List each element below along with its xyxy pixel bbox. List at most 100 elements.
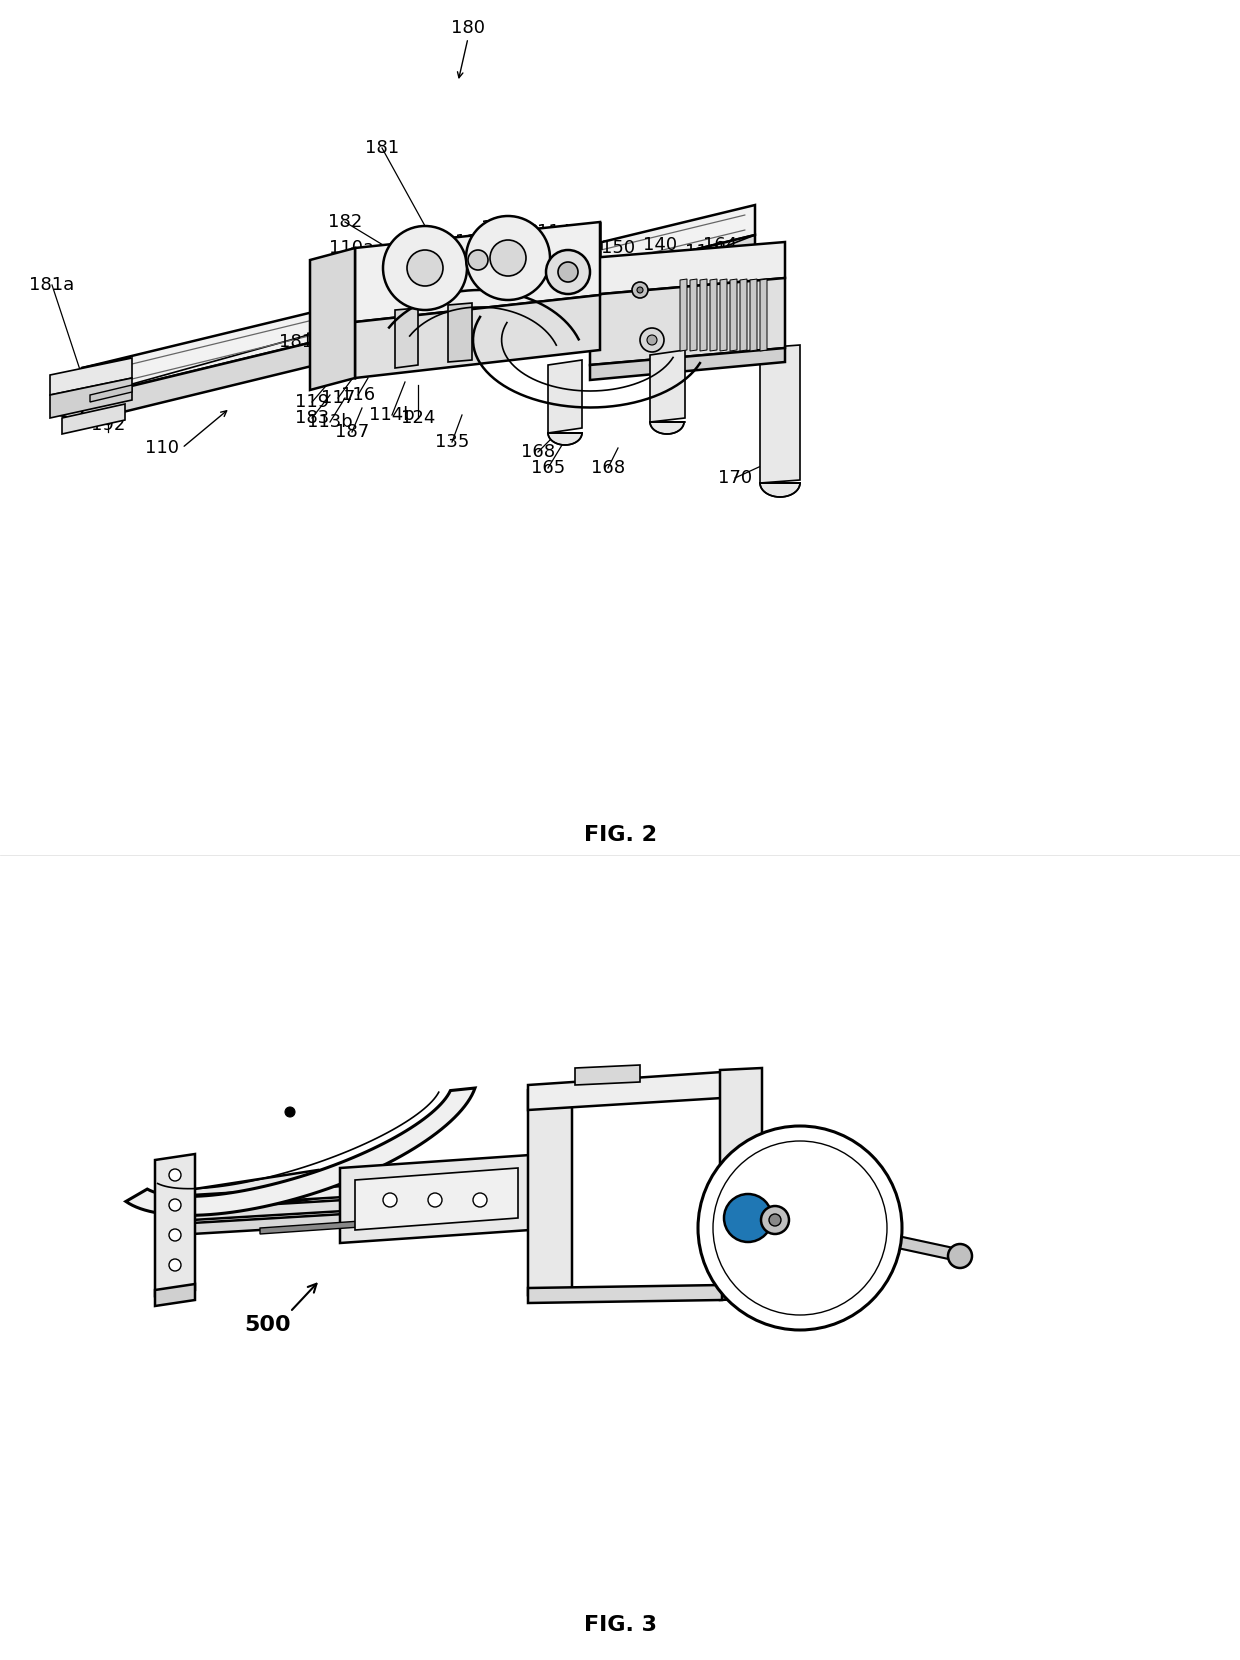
Polygon shape: [192, 1175, 529, 1207]
Polygon shape: [590, 349, 785, 380]
Polygon shape: [720, 1067, 763, 1300]
Circle shape: [698, 1125, 901, 1330]
Circle shape: [472, 1194, 487, 1207]
Polygon shape: [155, 1283, 195, 1306]
Polygon shape: [355, 295, 600, 378]
Polygon shape: [528, 1285, 722, 1303]
Circle shape: [490, 241, 526, 276]
Text: 170: 170: [718, 470, 753, 486]
Polygon shape: [528, 1086, 572, 1295]
Circle shape: [383, 226, 467, 310]
Circle shape: [383, 1194, 397, 1207]
Circle shape: [949, 1243, 972, 1268]
Text: 110b: 110b: [686, 242, 730, 261]
Text: 124: 124: [401, 408, 435, 427]
Text: 119: 119: [295, 393, 329, 412]
Circle shape: [546, 251, 590, 294]
Text: 117: 117: [321, 388, 355, 407]
Polygon shape: [528, 1072, 722, 1111]
Text: 180: 180: [451, 18, 485, 37]
Text: 140: 140: [642, 236, 677, 254]
Text: 181: 181: [365, 139, 399, 158]
Polygon shape: [355, 1169, 518, 1230]
Circle shape: [285, 1107, 295, 1117]
Circle shape: [169, 1258, 181, 1272]
Text: 184: 184: [305, 330, 339, 349]
Circle shape: [466, 216, 551, 300]
Circle shape: [713, 1140, 887, 1315]
Polygon shape: [62, 403, 125, 433]
Text: 113a: 113a: [559, 236, 605, 254]
Polygon shape: [192, 1189, 529, 1220]
Polygon shape: [650, 422, 684, 433]
Polygon shape: [310, 247, 355, 390]
Text: 500: 500: [244, 1315, 291, 1335]
Polygon shape: [575, 1066, 640, 1086]
Polygon shape: [82, 204, 755, 398]
Polygon shape: [548, 360, 582, 433]
Circle shape: [761, 1207, 789, 1233]
Text: 136: 136: [683, 262, 717, 281]
Text: 190: 190: [505, 222, 539, 241]
Circle shape: [169, 1199, 181, 1212]
Polygon shape: [590, 277, 785, 365]
Text: 114a: 114a: [537, 222, 583, 241]
Polygon shape: [396, 309, 418, 369]
Circle shape: [558, 262, 578, 282]
Text: 181b: 181b: [279, 334, 325, 350]
Polygon shape: [590, 242, 785, 295]
Text: 168: 168: [521, 443, 556, 461]
Polygon shape: [689, 279, 697, 350]
Text: 150: 150: [601, 239, 635, 257]
Circle shape: [724, 1194, 773, 1242]
Polygon shape: [91, 385, 131, 402]
Text: 135: 135: [435, 433, 469, 452]
Text: 111: 111: [481, 219, 515, 237]
Polygon shape: [760, 279, 768, 350]
Circle shape: [169, 1228, 181, 1242]
Polygon shape: [340, 1155, 529, 1243]
Text: 181a: 181a: [30, 276, 74, 294]
Text: 187: 187: [335, 423, 370, 442]
Text: 124: 124: [393, 239, 428, 257]
Polygon shape: [188, 1170, 317, 1218]
Text: 116: 116: [341, 387, 374, 403]
Text: 118: 118: [455, 232, 489, 251]
Polygon shape: [126, 1087, 475, 1215]
Circle shape: [769, 1213, 781, 1227]
Polygon shape: [82, 236, 755, 422]
Circle shape: [647, 335, 657, 345]
Text: 164: 164: [703, 236, 737, 254]
Polygon shape: [720, 279, 727, 350]
Polygon shape: [448, 304, 472, 362]
Text: 110: 110: [145, 438, 179, 456]
Polygon shape: [760, 483, 800, 496]
Text: 160: 160: [725, 252, 759, 271]
Text: 165: 165: [531, 460, 565, 476]
Text: 114b: 114b: [370, 407, 415, 423]
Polygon shape: [650, 350, 684, 422]
Polygon shape: [155, 1154, 195, 1296]
Text: FIG. 3: FIG. 3: [584, 1615, 656, 1635]
Polygon shape: [760, 345, 800, 483]
Circle shape: [632, 282, 649, 299]
Polygon shape: [701, 279, 707, 350]
Polygon shape: [548, 433, 582, 445]
Polygon shape: [50, 378, 131, 418]
Text: 182: 182: [327, 212, 362, 231]
Polygon shape: [711, 279, 717, 350]
Circle shape: [169, 1169, 181, 1180]
Polygon shape: [740, 279, 746, 350]
Text: 168: 168: [591, 460, 625, 476]
Polygon shape: [50, 359, 131, 395]
Text: 110a: 110a: [330, 239, 374, 257]
Text: 183: 183: [295, 408, 329, 427]
Circle shape: [637, 287, 644, 294]
Circle shape: [640, 329, 663, 352]
Polygon shape: [680, 279, 687, 350]
Text: 115: 115: [415, 236, 449, 254]
Polygon shape: [750, 279, 756, 350]
Circle shape: [428, 1194, 441, 1207]
Text: 192: 192: [91, 417, 125, 433]
Polygon shape: [192, 1204, 529, 1233]
